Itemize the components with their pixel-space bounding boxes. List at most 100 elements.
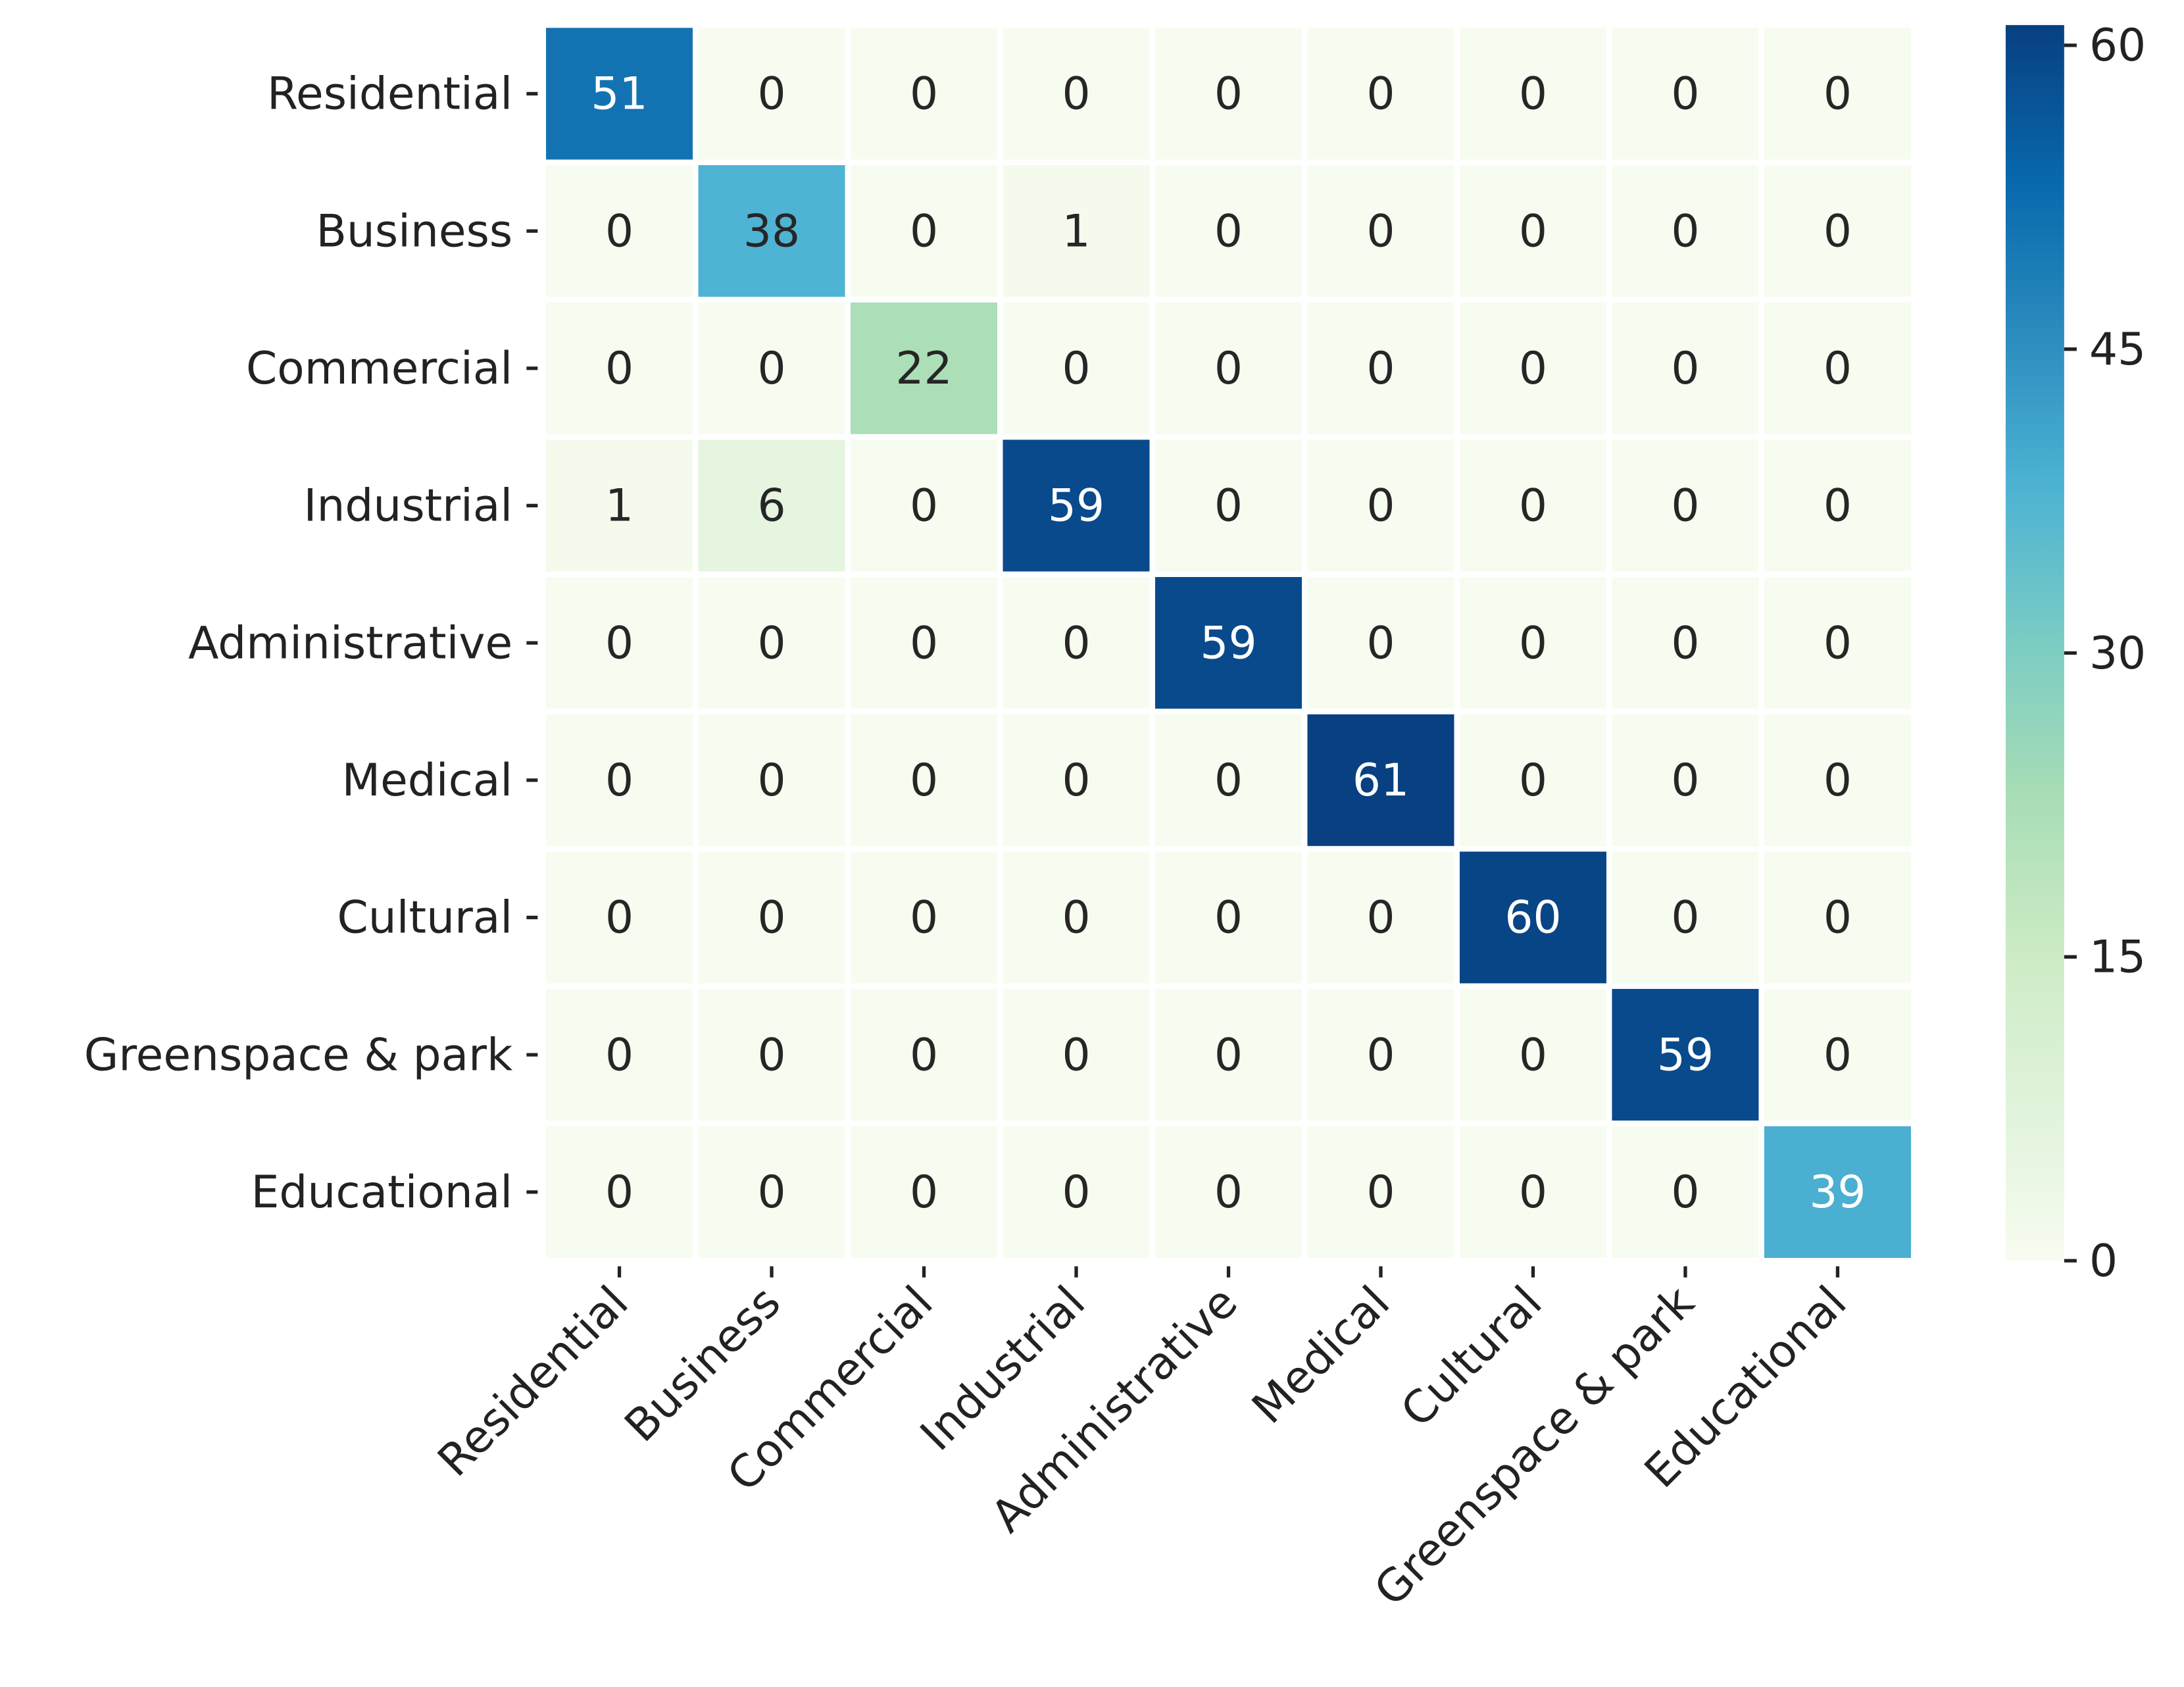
cell-label: 0 xyxy=(1214,205,1243,257)
cell-label: 0 xyxy=(1519,754,1547,806)
heatmap-cell xyxy=(540,159,699,303)
y-tick-label: Administrative xyxy=(188,617,512,668)
cell-label: 0 xyxy=(605,754,633,806)
cell-label: 0 xyxy=(910,480,938,532)
heatmap-cell xyxy=(1302,571,1460,715)
y-tick-label: Business xyxy=(316,205,512,257)
heatmap-cell xyxy=(540,845,699,990)
heatmap-cell xyxy=(1149,983,1308,1126)
heatmap-cell xyxy=(1454,845,1612,990)
heatmap-cell xyxy=(1758,983,1917,1126)
cell-label: 59 xyxy=(1200,617,1256,668)
cell-label: 0 xyxy=(1671,617,1699,668)
heatmap-cell xyxy=(1758,434,1917,578)
cell-label: 0 xyxy=(1824,480,1852,532)
y-tick-label: Commercial xyxy=(246,342,512,394)
cell-label: 0 xyxy=(910,1028,938,1080)
heatmap-cell xyxy=(693,1120,851,1264)
cell-label: 0 xyxy=(1824,1028,1852,1080)
cell-label: 6 xyxy=(757,480,785,532)
cell-label: 0 xyxy=(757,892,785,944)
heatmap-cell xyxy=(845,159,1003,303)
heatmap-cell xyxy=(1149,709,1308,852)
heatmap-cell xyxy=(1302,983,1460,1126)
heatmap-cell xyxy=(997,297,1155,440)
cell-label: 0 xyxy=(1366,892,1395,944)
y-tick-label: Greenspace & park xyxy=(84,1028,513,1080)
cell-label: 0 xyxy=(1671,342,1699,394)
cell-label: 0 xyxy=(757,617,785,668)
cell-label: 0 xyxy=(1214,1028,1243,1080)
heatmap-cell xyxy=(845,1120,1003,1264)
x-tick-label: Cultural xyxy=(1391,1276,1551,1436)
cell-label: 0 xyxy=(910,205,938,257)
cell-label: 0 xyxy=(1671,68,1699,120)
heatmap-cell xyxy=(1758,571,1917,715)
colorbar-tick-label: 0 xyxy=(2089,1234,2118,1286)
cell-label: 0 xyxy=(1366,205,1395,257)
heatmap-cell xyxy=(997,709,1155,852)
heatmap-cell xyxy=(693,297,851,440)
heatmap-cell xyxy=(540,1120,699,1264)
heatmap-cell xyxy=(1149,845,1308,990)
heatmap-cell xyxy=(1606,22,1764,166)
cell-label: 0 xyxy=(1214,754,1243,806)
heatmap-cell xyxy=(693,434,851,578)
colorbar-tick-label: 15 xyxy=(2089,931,2146,983)
cell-label: 0 xyxy=(1519,617,1547,668)
cell-label: 0 xyxy=(1366,342,1395,394)
cell-label: 0 xyxy=(1366,1028,1395,1080)
cell-label: 0 xyxy=(1519,68,1547,120)
cell-label: 0 xyxy=(1366,68,1395,120)
y-tick-label: Educational xyxy=(251,1166,513,1218)
cell-label: 0 xyxy=(1671,754,1699,806)
heatmap-cell xyxy=(693,845,851,990)
heatmap-cell xyxy=(845,297,1003,440)
colorbar-tick-label: 30 xyxy=(2089,627,2146,679)
colorbar-tick-label: 60 xyxy=(2089,19,2146,71)
cell-label: 0 xyxy=(1519,1028,1547,1080)
cell-label: 59 xyxy=(1657,1028,1714,1080)
cell-label: 59 xyxy=(1048,480,1104,532)
cell-label: 0 xyxy=(1062,617,1090,668)
cell-label: 0 xyxy=(1366,480,1395,532)
cell-label: 0 xyxy=(1824,68,1852,120)
cell-label: 0 xyxy=(910,617,938,668)
cell-label: 0 xyxy=(910,1166,938,1218)
heatmap-cell xyxy=(540,983,699,1126)
y-tick-label: Residential xyxy=(267,68,512,120)
heatmap-cell xyxy=(1149,1120,1308,1264)
cell-label: 61 xyxy=(1353,754,1409,806)
cell-label: 0 xyxy=(1824,754,1852,806)
cell-label: 0 xyxy=(1519,205,1547,257)
heatmap-cell xyxy=(1758,159,1917,303)
cell-label: 0 xyxy=(1824,342,1852,394)
heatmap-cell xyxy=(1302,709,1460,852)
cell-label: 0 xyxy=(1214,892,1243,944)
cell-label: 0 xyxy=(910,68,938,120)
heatmap-cell xyxy=(1606,709,1764,852)
cell-label: 0 xyxy=(1519,342,1547,394)
cell-label: 0 xyxy=(757,1166,785,1218)
cell-label: 0 xyxy=(1214,480,1243,532)
heatmap-cell xyxy=(540,709,699,852)
cell-label: 1 xyxy=(605,480,633,532)
heatmap-cell xyxy=(540,571,699,715)
cell-label: 0 xyxy=(1824,617,1852,668)
cell-label: 0 xyxy=(1671,205,1699,257)
colorbar xyxy=(2005,25,2064,1261)
cell-label: 0 xyxy=(1062,1166,1090,1218)
y-tick-label: Medical xyxy=(342,754,513,806)
heatmap-cell xyxy=(1302,22,1460,166)
cell-label: 39 xyxy=(1809,1166,1866,1218)
cell-label: 0 xyxy=(605,1028,633,1080)
heatmap-cell xyxy=(845,983,1003,1126)
cell-label: 0 xyxy=(1519,480,1547,532)
cell-label: 0 xyxy=(1824,892,1852,944)
cell-label: 0 xyxy=(1366,1166,1395,1218)
cell-label: 0 xyxy=(605,342,633,394)
heatmap-cell xyxy=(1302,1120,1460,1264)
cell-label: 0 xyxy=(605,892,633,944)
